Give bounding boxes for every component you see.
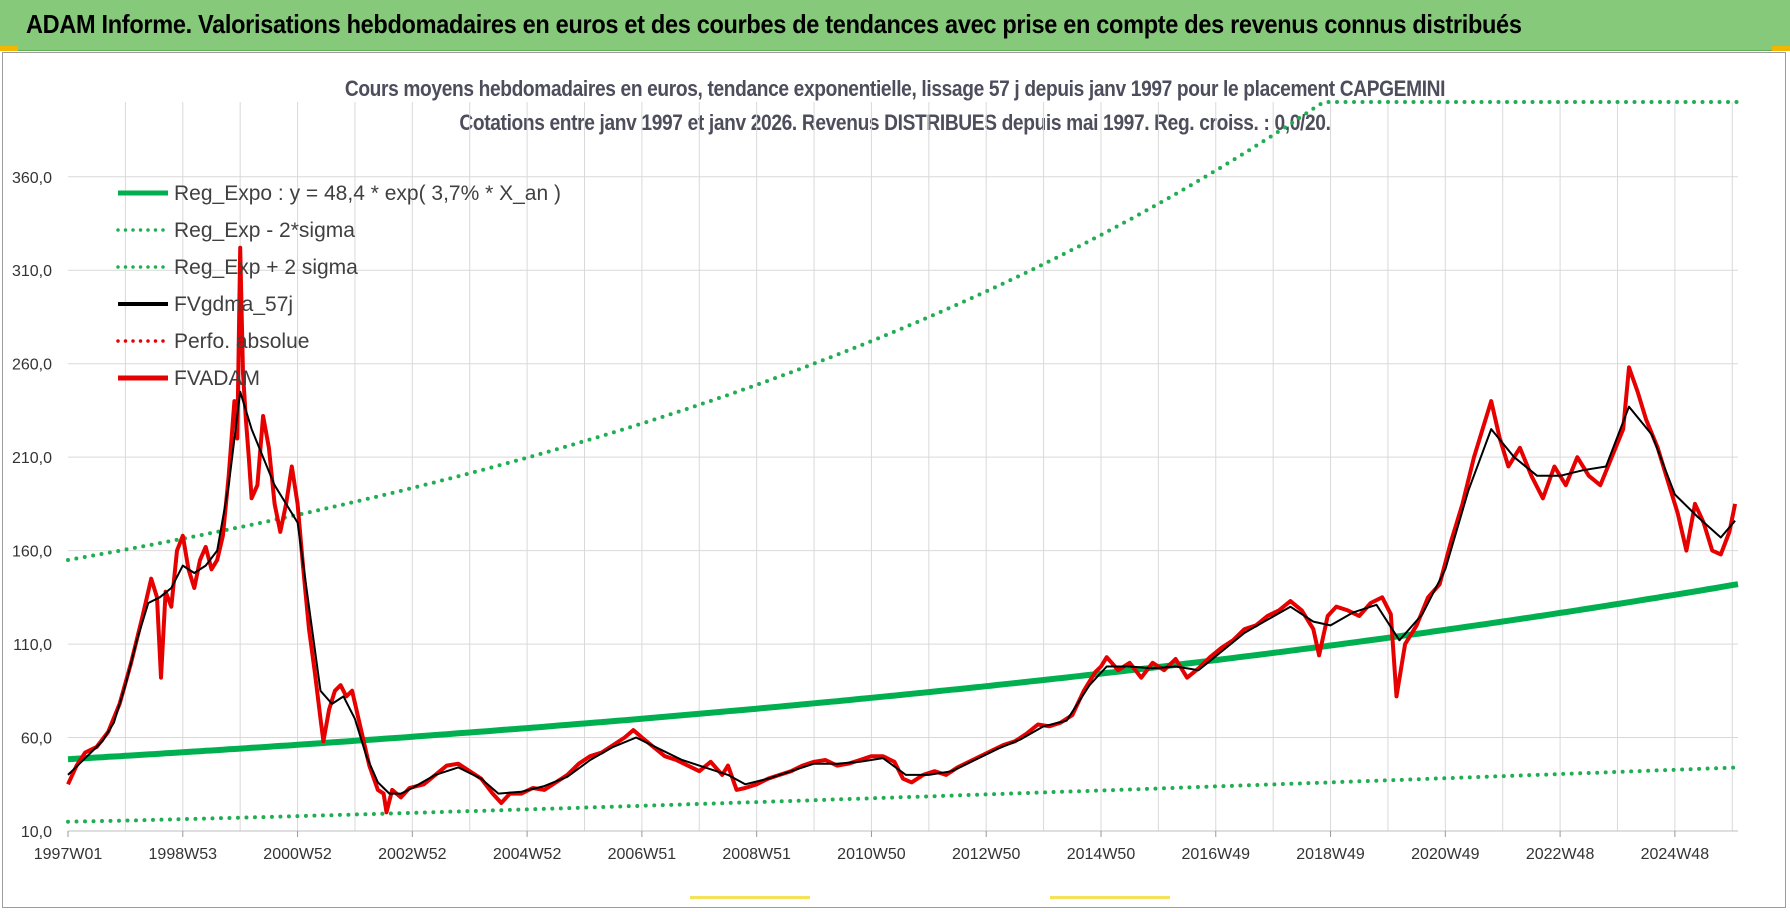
- chart-title-line-1: Cours moyens hebdomadaires en euros, ten…: [344, 76, 1446, 101]
- series-sigma-lower: [66, 765, 1740, 824]
- grid: [68, 102, 1738, 832]
- x-tick-label: 2000W52: [263, 846, 332, 863]
- x-tick-label: 2006W51: [608, 846, 677, 863]
- series-sigma-upper: [66, 100, 1740, 562]
- x-tick-label: 1997W01: [34, 846, 103, 863]
- y-tick-label: 10,0: [21, 824, 52, 841]
- y-tick-label: 210,0: [12, 450, 52, 467]
- x-tick-label: 2008W51: [722, 846, 791, 863]
- corner-mark-left: [0, 46, 18, 51]
- series-fvgdma-57j: [67, 390, 1736, 795]
- x-tick-label: 2016W49: [1182, 846, 1251, 863]
- y-tick-label: 110,0: [13, 637, 52, 654]
- x-tick-label: 2004W52: [493, 846, 562, 863]
- y-tick-label: 160,0: [12, 544, 52, 561]
- legend-label: Reg_Exp - 2*sigma: [174, 219, 355, 242]
- x-tick-label: 2022W48: [1526, 846, 1595, 863]
- legend-label: Perfo. absolue: [174, 330, 309, 353]
- corner-mark-right: [1772, 46, 1790, 51]
- header-title: ADAM Informe. Valorisations hebdomadaire…: [26, 9, 1522, 39]
- x-tick-label: 2024W48: [1641, 846, 1710, 863]
- x-tick-label: 2014W50: [1067, 846, 1136, 863]
- x-tick-label: 2012W50: [952, 846, 1021, 863]
- yellow-mark-2: [1050, 896, 1170, 899]
- x-tick-label: 2002W52: [378, 846, 447, 863]
- y-tick-label: 360,0: [12, 170, 52, 187]
- y-tick-label: 260,0: [12, 357, 52, 374]
- x-tick-label: 2018W49: [1296, 846, 1365, 863]
- yellow-mark-1: [690, 896, 810, 899]
- y-axis-ticks: 10,0 60,0 110,0 160,0 210,0 260,0 310,0 360,0: [12, 170, 52, 841]
- x-tick-label: 1998W53: [149, 846, 218, 863]
- y-tick-label: 60,0: [21, 731, 52, 748]
- x-axis-ticks: 1997W01 1998W53 2000W52 2002W52 2004W52 2006W…: [34, 831, 1709, 863]
- legend-label: Reg_Exp + 2 sigma: [174, 256, 358, 279]
- y-tick-label: 310,0: [12, 263, 52, 280]
- legend-label: FVgdma_57j: [174, 293, 293, 316]
- x-tick-label: 2010W50: [837, 846, 906, 863]
- chart-frame: [2, 52, 1786, 908]
- chart-title-line-2: Cotations entre janv 1997 et janv 2026. …: [459, 110, 1331, 135]
- series-regression: [67, 581, 1739, 763]
- legend: Reg_Expo : y = 48,4 * exp( 3,7% * X_an )…: [116, 182, 561, 390]
- series-fvadam: [66, 245, 1738, 815]
- header-bar: ADAM Informe. Valorisations hebdomadaire…: [0, 0, 1790, 51]
- x-tick-label: 2020W49: [1411, 846, 1480, 863]
- legend-label: FVADAM: [174, 367, 260, 390]
- series-group: [66, 100, 1740, 824]
- legend-label: Reg_Expo : y = 48,4 * exp( 3,7% * X_an ): [174, 182, 561, 205]
